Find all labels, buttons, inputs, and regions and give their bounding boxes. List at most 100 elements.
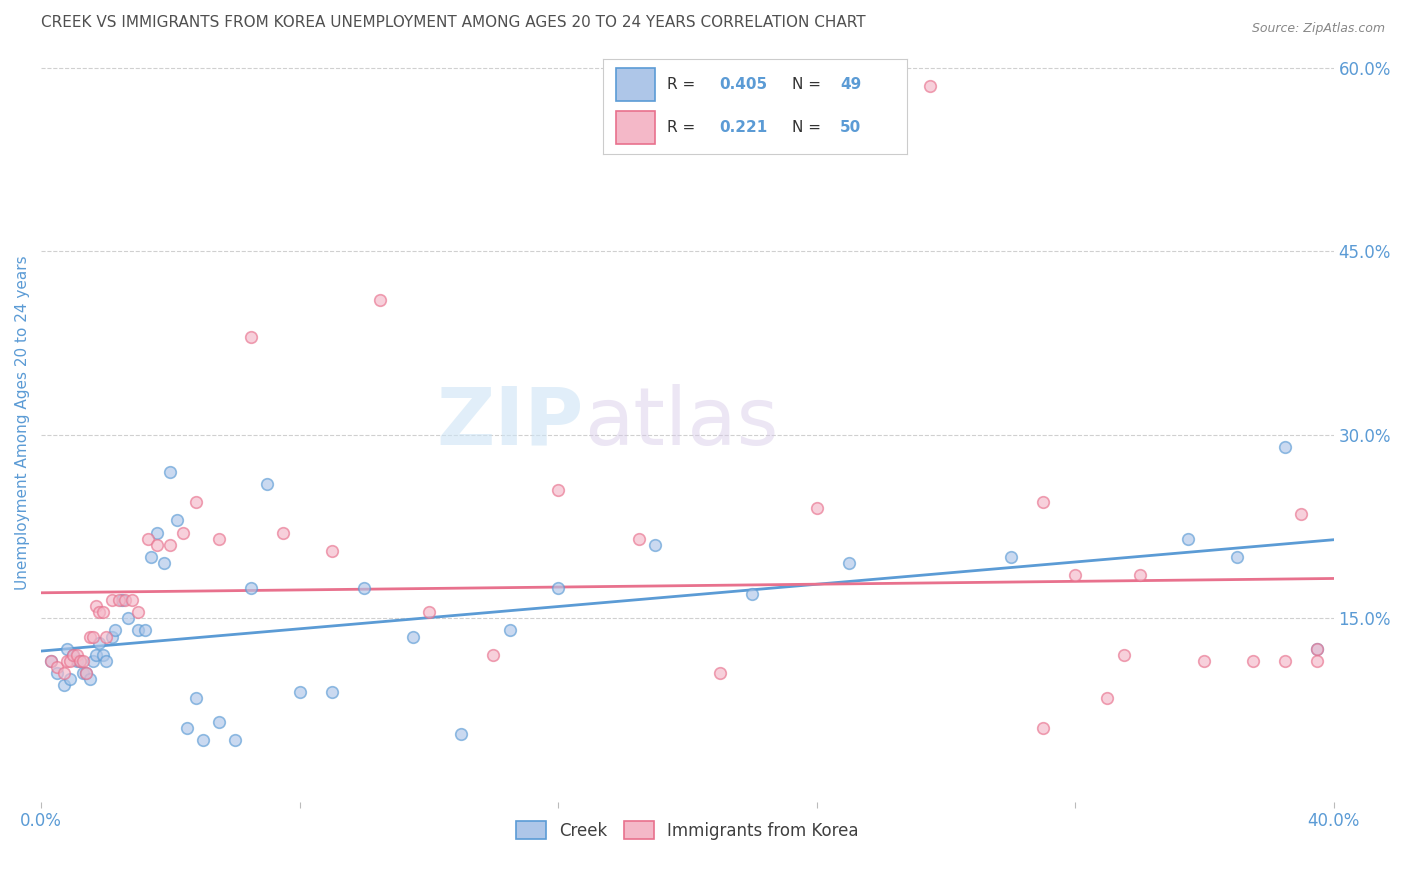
Point xyxy=(69,654,91,668)
Point xyxy=(1226,550,1249,565)
Point xyxy=(79,673,101,687)
Point xyxy=(75,666,97,681)
Point xyxy=(370,293,392,308)
Point xyxy=(186,495,208,509)
Point xyxy=(159,538,181,552)
Point xyxy=(111,593,134,607)
Point xyxy=(450,727,472,741)
Text: CREEK VS IMMIGRANTS FROM KOREA UNEMPLOYMENT AMONG AGES 20 TO 24 YEARS CORRELATIO: CREEK VS IMMIGRANTS FROM KOREA UNEMPLOYM… xyxy=(41,15,866,30)
Point xyxy=(547,581,569,595)
Point xyxy=(89,605,111,619)
Point xyxy=(75,666,97,681)
Point xyxy=(186,690,208,705)
Point xyxy=(176,721,198,735)
Point xyxy=(1274,440,1296,454)
Point xyxy=(1032,495,1054,509)
Point xyxy=(82,654,104,668)
Point xyxy=(172,525,194,540)
Point xyxy=(117,611,139,625)
Point xyxy=(84,599,107,613)
Text: Source: ZipAtlas.com: Source: ZipAtlas.com xyxy=(1251,22,1385,36)
Text: ZIP: ZIP xyxy=(437,384,583,462)
Point xyxy=(89,635,111,649)
Text: atlas: atlas xyxy=(583,384,779,462)
Point xyxy=(191,733,214,747)
Point xyxy=(59,673,82,687)
Point xyxy=(139,550,162,565)
Point xyxy=(72,654,94,668)
Point xyxy=(1097,690,1119,705)
Point xyxy=(240,330,263,344)
Point xyxy=(208,715,231,730)
Point xyxy=(46,660,69,674)
Point xyxy=(79,630,101,644)
Point xyxy=(62,648,84,662)
Point xyxy=(59,654,82,668)
Point xyxy=(806,501,828,516)
Point xyxy=(709,666,731,681)
Point xyxy=(627,532,650,546)
Point xyxy=(107,593,129,607)
Point xyxy=(321,684,343,698)
Point xyxy=(46,666,69,681)
Point xyxy=(52,666,75,681)
Point xyxy=(1177,532,1199,546)
Point xyxy=(273,525,295,540)
Point xyxy=(256,476,278,491)
Point xyxy=(1129,568,1152,582)
Point xyxy=(104,624,127,638)
Point xyxy=(56,654,79,668)
Point xyxy=(498,624,520,638)
Point xyxy=(72,666,94,681)
Legend: Creek, Immigrants from Korea: Creek, Immigrants from Korea xyxy=(509,814,866,847)
Point xyxy=(62,648,84,662)
Point xyxy=(1306,654,1329,668)
Point xyxy=(208,532,231,546)
Point xyxy=(91,648,114,662)
Point xyxy=(918,79,941,94)
Point xyxy=(146,538,169,552)
Point xyxy=(94,630,117,644)
Point xyxy=(1194,654,1216,668)
Point xyxy=(146,525,169,540)
Point xyxy=(741,587,763,601)
Point xyxy=(418,605,440,619)
Point xyxy=(1064,568,1087,582)
Point xyxy=(482,648,505,662)
Point xyxy=(153,556,176,570)
Point xyxy=(1274,654,1296,668)
Point xyxy=(1291,508,1313,522)
Point xyxy=(69,654,91,668)
Point xyxy=(121,593,143,607)
Point xyxy=(114,593,136,607)
Point xyxy=(224,733,246,747)
Point xyxy=(402,630,425,644)
Point xyxy=(136,532,159,546)
Point xyxy=(66,654,89,668)
Point xyxy=(66,648,89,662)
Point xyxy=(94,654,117,668)
Point xyxy=(1000,550,1022,565)
Y-axis label: Unemployment Among Ages 20 to 24 years: Unemployment Among Ages 20 to 24 years xyxy=(15,255,30,590)
Point xyxy=(838,556,860,570)
Point xyxy=(321,544,343,558)
Point xyxy=(159,465,181,479)
Point xyxy=(127,624,149,638)
Point xyxy=(134,624,156,638)
Point xyxy=(39,654,62,668)
Point xyxy=(1032,721,1054,735)
Point xyxy=(547,483,569,497)
Point xyxy=(1241,654,1264,668)
Point xyxy=(240,581,263,595)
Point xyxy=(101,593,124,607)
Point xyxy=(39,654,62,668)
Point xyxy=(1306,641,1329,656)
Point xyxy=(101,630,124,644)
Point xyxy=(82,630,104,644)
Point xyxy=(353,581,375,595)
Point xyxy=(1306,641,1329,656)
Point xyxy=(56,641,79,656)
Point xyxy=(84,648,107,662)
Point xyxy=(91,605,114,619)
Point xyxy=(288,684,311,698)
